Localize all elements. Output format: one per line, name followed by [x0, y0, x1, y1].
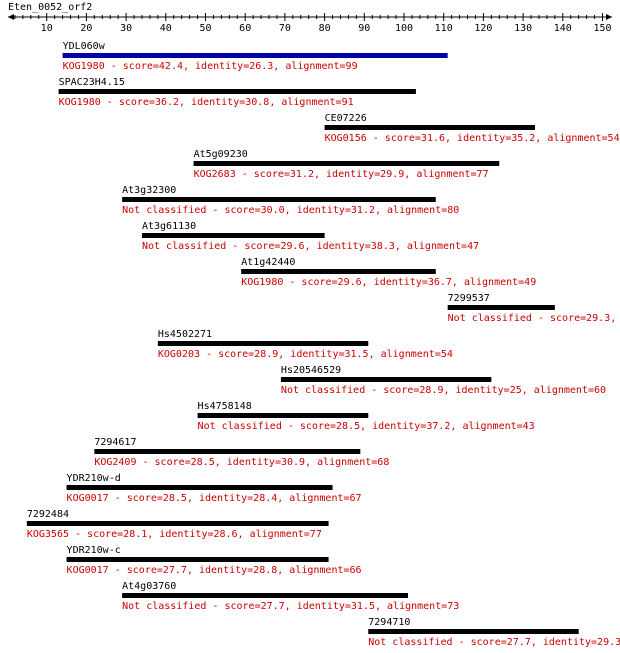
hit-label: Not classified - score=29.3,	[448, 313, 617, 324]
hit-name: At3g32300	[122, 185, 176, 196]
hit-bar	[122, 197, 436, 202]
hit-name: At3g61130	[142, 221, 196, 232]
hit-row: At3g61130 Not classified - score=29.6, id…	[141, 221, 479, 252]
hit-bar	[157, 341, 369, 346]
axis-tick-label: 80	[319, 23, 331, 34]
hit-name: YDR210w-c	[67, 545, 121, 556]
hit-bar	[66, 485, 333, 490]
axis-tick-label: 90	[358, 23, 370, 34]
hit-name: 7294710	[368, 617, 410, 628]
hit-bar	[122, 593, 408, 598]
hit-name: CE07226	[325, 113, 367, 124]
hit-bar	[368, 629, 579, 634]
hit-label: KOG3565 - score=28.1, identity=28.6, ali…	[27, 529, 322, 540]
hit-label: Not classified - score=30.0, identity=31…	[122, 205, 459, 216]
hit-row: At1g42440 KOG1980 - score=29.6, identity=…	[241, 257, 536, 288]
hit-row: Hs4758148 Not classified - score=28.5, id…	[197, 401, 535, 432]
hit-name: Hs4758148	[198, 401, 252, 412]
axis-tick-label: 50	[199, 23, 211, 34]
axis-tick-label: 10	[41, 23, 53, 34]
hit-bar	[62, 53, 448, 58]
hit-bar	[197, 413, 369, 418]
hit-bar	[141, 233, 325, 238]
hit-label: Not classified - score=28.5, identity=37…	[198, 421, 535, 432]
hit-row: YDL060w KOG1980 - score=42.4, identity=26…	[62, 41, 448, 72]
hit-label: KOG1980 - score=36.2, identity=30.8, ali…	[59, 97, 354, 108]
axis-tick-label: 70	[279, 23, 291, 34]
hit-bar	[324, 125, 536, 130]
hit-row: At4g03760 Not classified - score=27.7, id…	[122, 581, 459, 612]
hit-name: 7294617	[94, 437, 136, 448]
hit-name: 7292484	[27, 509, 69, 520]
hit-name: SPAC23H4.15	[59, 77, 125, 88]
hit-label: Not classified - score=27.7, identity=29…	[368, 637, 620, 648]
axis: 10 20 30 40 50 60 70 80 90 100 110 120 130 140 150	[8, 13, 612, 34]
hit-row: YDR210w-d KOG0017 - score=28.5, identity=…	[66, 473, 362, 504]
hit-name: 7299537	[448, 293, 490, 304]
hit-label: Not classified - score=29.6, identity=38…	[142, 241, 479, 252]
hit-row: YDR210w-c KOG0017 - score=27.7, identity=…	[66, 545, 362, 576]
axis-tick-label: 20	[80, 23, 92, 34]
hit-label: KOG0017 - score=28.5, identity=28.4, ali…	[67, 493, 362, 504]
axis-tick-label: 30	[120, 23, 132, 34]
axis-arrow-left-icon	[8, 14, 14, 20]
hit-bar	[58, 89, 416, 94]
axis-tick-label: 40	[160, 23, 172, 34]
hit-row: At3g32300 Not classified - score=30.0, id…	[122, 185, 459, 216]
hit-row: 7294710 Not classified - score=27.7, iden…	[368, 617, 620, 648]
hit-label: KOG0203 - score=28.9, identity=31.5, ali…	[158, 349, 453, 360]
axis-tick-label: 130	[514, 23, 532, 34]
axis-arrow-right-icon	[606, 14, 612, 20]
hit-name: At4g03760	[122, 581, 176, 592]
hit-label: Not classified - score=28.9, identity=25…	[281, 385, 606, 396]
hit-name: At5g09230	[194, 149, 248, 160]
hit-row: 7299537 Not classified - score=29.3,	[447, 293, 617, 324]
hit-row: CE07226 KOG0156 - score=31.6, identity=35…	[324, 113, 620, 144]
hit-bar	[241, 269, 436, 274]
hit-name: Hs4502271	[158, 329, 212, 340]
hit-label: KOG2683 - score=31.2, identity=29.9, ali…	[194, 169, 489, 180]
hit-list: YDL060w KOG1980 - score=42.4, identity=26…	[26, 41, 620, 648]
hit-bar	[66, 557, 329, 562]
hit-label: KOG0017 - score=27.7, identity=28.8, ali…	[67, 565, 362, 576]
hit-row: Hs20546529 Not classified - score=28.9, i…	[280, 365, 606, 396]
hit-label: Not classified - score=27.7, identity=31…	[122, 601, 459, 612]
hit-label: KOG0156 - score=31.6, identity=35.2, ali…	[325, 133, 620, 144]
axis-tick-label: 150	[593, 23, 611, 34]
hit-name: YDL060w	[63, 41, 106, 52]
axis-tick-label: 110	[435, 23, 453, 34]
hit-bar	[94, 449, 361, 454]
hit-label: KOG2409 - score=28.5, identity=30.9, ali…	[94, 457, 389, 468]
query-title: Eten_0052_orf2	[8, 2, 92, 13]
hit-name: YDR210w-d	[67, 473, 121, 484]
axis-tick-label: 140	[554, 23, 572, 34]
hit-bar	[280, 377, 492, 382]
hit-name: Hs20546529	[281, 365, 341, 376]
axis-tick-label: 100	[395, 23, 413, 34]
axis-tick-label: 60	[239, 23, 251, 34]
hit-row: 7292484 KOG3565 - score=28.1, identity=28…	[26, 509, 329, 540]
hit-label: KOG1980 - score=29.6, identity=36.7, ali…	[241, 277, 536, 288]
hit-row: Hs4502271 KOG0203 - score=28.9, identity=…	[157, 329, 453, 360]
hit-row: SPAC23H4.15 KOG1980 - score=36.2, identit…	[58, 77, 416, 108]
hit-bar	[447, 305, 555, 310]
hit-bar	[193, 161, 500, 166]
hit-label: KOG1980 - score=42.4, identity=26.3, ali…	[63, 61, 358, 72]
axis-tick-label: 120	[474, 23, 492, 34]
hit-row: At5g09230 KOG2683 - score=31.2, identity=…	[193, 149, 500, 180]
hit-row: 7294617 KOG2409 - score=28.5, identity=30…	[94, 437, 389, 468]
hit-bar	[26, 521, 329, 526]
hit-name: At1g42440	[241, 257, 295, 268]
